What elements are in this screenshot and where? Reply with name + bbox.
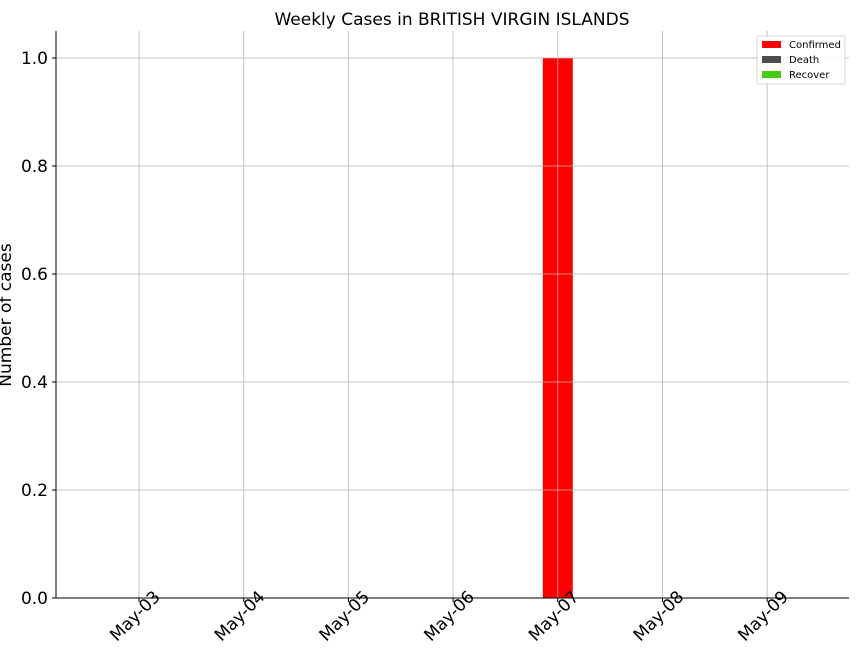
- x-tick-label: May-06: [420, 587, 478, 645]
- legend-label-confirmed: Confirmed: [789, 40, 841, 51]
- legend-swatch-recover: [762, 71, 781, 78]
- y-tick-label: 0.6: [21, 265, 48, 285]
- x-tick-label: May-09: [734, 587, 792, 645]
- legend-swatch-death: [762, 56, 781, 63]
- legend-swatch-confirmed: [762, 41, 781, 48]
- x-tick-label: May-03: [106, 587, 164, 645]
- x-tick-label: May-08: [630, 587, 688, 645]
- y-axis-label: Number of cases: [0, 243, 16, 387]
- x-tick-label: May-05: [316, 587, 374, 645]
- grid-lines-overlay: [56, 31, 849, 599]
- grid-lines: [56, 31, 849, 599]
- legend[interactable]: Confirmed Death Recover: [756, 35, 846, 85]
- y-ticks: 0.0 0.2 0.4 0.6 0.8 1.0: [21, 49, 56, 609]
- legend-label-recover: Recover: [789, 70, 830, 81]
- y-tick-label: 1.0: [21, 49, 48, 69]
- y-tick-label: 0.8: [21, 157, 48, 177]
- axes: [55, 31, 849, 599]
- x-ticks: May-03 May-04 May-05 May-06 May-07 May-08 May-…: [106, 587, 793, 645]
- y-tick-label: 0.4: [21, 373, 48, 393]
- chart-title: Weekly Cases in BRITISH VIRGIN ISLANDS: [274, 10, 629, 30]
- x-tick-label: May-04: [211, 587, 269, 645]
- legend-label-death: Death: [789, 55, 819, 66]
- y-tick-label: 0.2: [21, 481, 48, 501]
- y-tick-label: 0.0: [21, 589, 48, 609]
